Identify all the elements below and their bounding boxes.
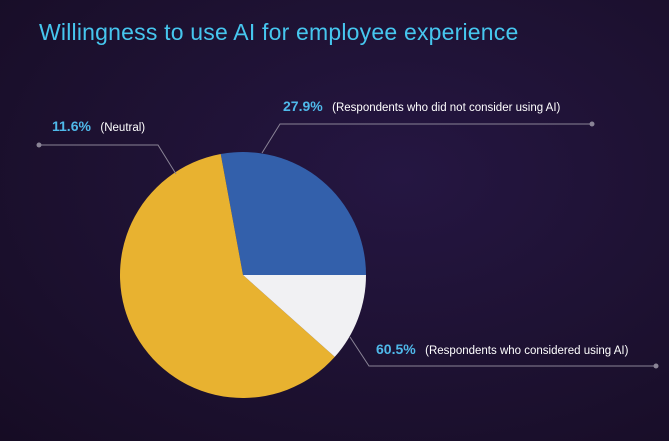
- leader-line-considered: [349, 336, 656, 367]
- pie-slice-considered: [119, 154, 335, 399]
- slice-description-considered: (Respondents who considered using AI): [425, 345, 628, 357]
- slice-description-did-not-consider: (Respondents who did not consider using …: [332, 102, 560, 114]
- leader-lines: [36, 121, 659, 369]
- slice-value-did-not-consider: 27.9%: [283, 98, 323, 114]
- slice-description-neutral: (Neutral): [100, 122, 145, 134]
- chart-title: Willingness to use AI for employee exper…: [39, 19, 519, 45]
- slice-value-considered: 60.5%: [376, 341, 416, 357]
- leader-line-neutral: [39, 144, 177, 175]
- slice-label-did-not-consider: 27.9% (Respondents who did not consider …: [283, 98, 561, 115]
- pie-slice-neutral: [243, 275, 366, 357]
- slice-label-considered: 60.5% (Respondents who considered using …: [376, 341, 629, 358]
- leader-dot-neutral: [36, 142, 42, 148]
- pie-slices: [119, 152, 366, 399]
- pie-slice-did-not-consider: [220, 152, 366, 275]
- leader-dot-considered: [653, 363, 659, 369]
- leader-dot-did-not-consider: [589, 121, 595, 127]
- slice-value-neutral: 11.6%: [52, 118, 91, 134]
- slice-label-neutral: 11.6% (Neutral): [52, 118, 145, 135]
- leader-line-did-not-consider: [261, 123, 592, 154]
